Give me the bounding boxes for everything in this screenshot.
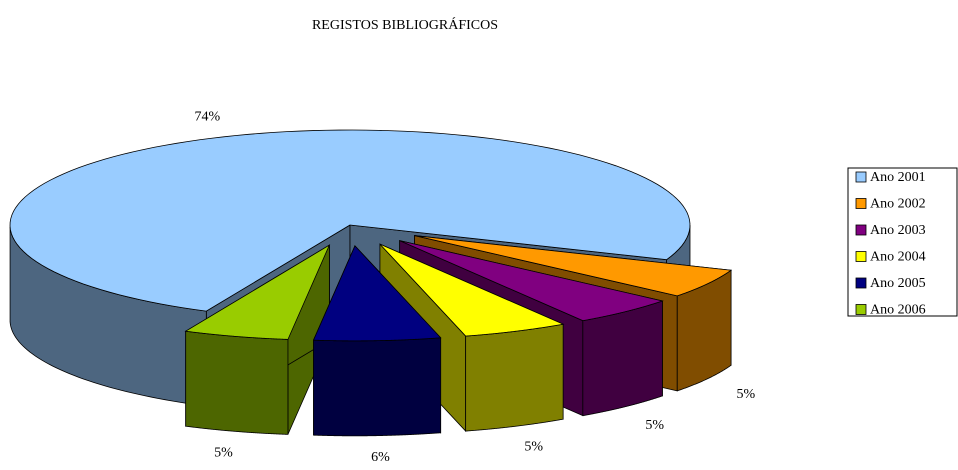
legend-swatch	[855, 277, 867, 289]
data-label: 74%	[194, 110, 220, 125]
data-label: 5%	[214, 446, 233, 461]
data-label: 5%	[524, 440, 543, 455]
legend-swatch	[855, 304, 867, 315]
slice-top	[414, 235, 733, 297]
legend-box	[847, 167, 958, 317]
legend-label: Ano 2003	[870, 223, 926, 238]
slice-top	[379, 243, 565, 337]
legend-swatch	[855, 224, 867, 236]
data-label: 6%	[371, 450, 390, 465]
legend-label: Ano 2004	[870, 250, 926, 265]
pie	[9, 129, 733, 437]
slice-top	[9, 129, 691, 312]
legend: Ano 2001 Ano 2002 Ano 2003 Ano 2004 Ano 2005…	[855, 170, 926, 318]
chart-title: REGISTOS BIBLIOGRÁFICOS	[312, 16, 498, 33]
slice-wall	[313, 337, 442, 437]
legend-label: Ano 2002	[870, 197, 926, 212]
legend-swatch	[855, 171, 867, 183]
slice-top	[312, 245, 442, 342]
legend-swatch	[855, 198, 867, 209]
legend-label: Ano 2005	[870, 276, 926, 291]
slice-top	[399, 240, 664, 322]
data-label: 5%	[645, 418, 664, 433]
legend-label: Ano 2001	[870, 170, 926, 185]
data-labels: 74% 5% 5% 5% 5% 6%	[194, 110, 755, 466]
slice-wall	[465, 323, 564, 432]
slice-wall	[185, 330, 289, 435]
legend-label: Ano 2006	[870, 303, 926, 318]
data-label: 5%	[737, 387, 756, 402]
legend-swatch	[855, 251, 867, 262]
slice-top	[184, 244, 331, 340]
